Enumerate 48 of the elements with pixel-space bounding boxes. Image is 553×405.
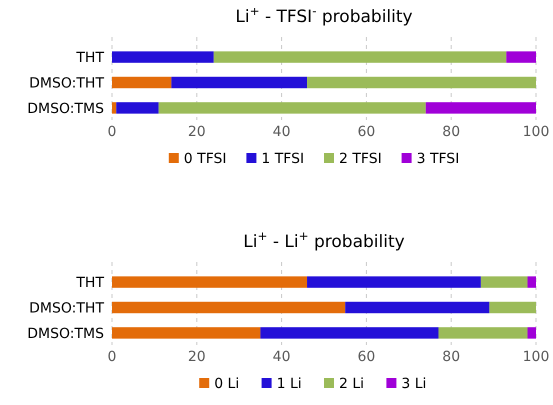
y-tick-label: DMSO:THT <box>29 75 104 92</box>
x-tick-label: 100 <box>522 124 550 140</box>
y-tick-label: DMSO:TMS <box>27 100 104 117</box>
bar <box>528 327 536 339</box>
x-tick-label: 0 <box>108 124 116 140</box>
bar <box>112 76 172 88</box>
x-tick-label: 80 <box>442 124 460 140</box>
bar <box>112 102 116 114</box>
chart-title: Li$^{+}$ - Li$^{+}$ probability <box>243 229 405 252</box>
x-tick-label: 40 <box>272 124 291 140</box>
y-tick-label: THT <box>75 274 104 291</box>
legend-label: 2 Li <box>339 376 364 392</box>
x-tick-label: 0 <box>108 349 116 365</box>
bar <box>260 327 438 339</box>
bar <box>345 302 490 314</box>
bar <box>438 327 528 339</box>
bar <box>307 276 481 288</box>
bar <box>112 302 346 314</box>
x-tick-label: 20 <box>188 124 206 140</box>
bar <box>116 102 159 114</box>
bar <box>528 276 536 288</box>
legend-label: 2 TFSI <box>339 150 382 167</box>
bar <box>307 76 536 88</box>
x-tick-label: 40 <box>272 349 291 365</box>
legend-label: 0 TFSI <box>184 150 227 167</box>
x-tick-label: 60 <box>357 124 376 140</box>
bar <box>112 276 308 288</box>
legend-label: 1 TFSI <box>261 150 304 167</box>
bar <box>480 276 528 288</box>
bar <box>112 327 260 339</box>
y-tick-label: THT <box>75 50 104 66</box>
bar <box>506 51 536 63</box>
legend-label: 0 Li <box>214 376 240 392</box>
bar <box>112 51 214 63</box>
x-tick-label: 100 <box>522 349 550 365</box>
bar <box>214 51 506 63</box>
bar <box>489 302 536 314</box>
legend-label: 3 Li <box>401 376 426 392</box>
bar <box>171 76 308 88</box>
bar <box>158 102 426 114</box>
y-tick-label: DMSO:THT <box>29 300 104 316</box>
x-tick-label: 20 <box>188 349 206 365</box>
bar <box>426 102 536 114</box>
x-tick-label: 80 <box>442 349 460 365</box>
legend-label: 3 TFSI <box>416 150 460 167</box>
legend-label: 1 Li <box>276 376 302 392</box>
y-tick-label: DMSO:TMS <box>27 326 104 342</box>
x-tick-label: 60 <box>357 349 376 365</box>
